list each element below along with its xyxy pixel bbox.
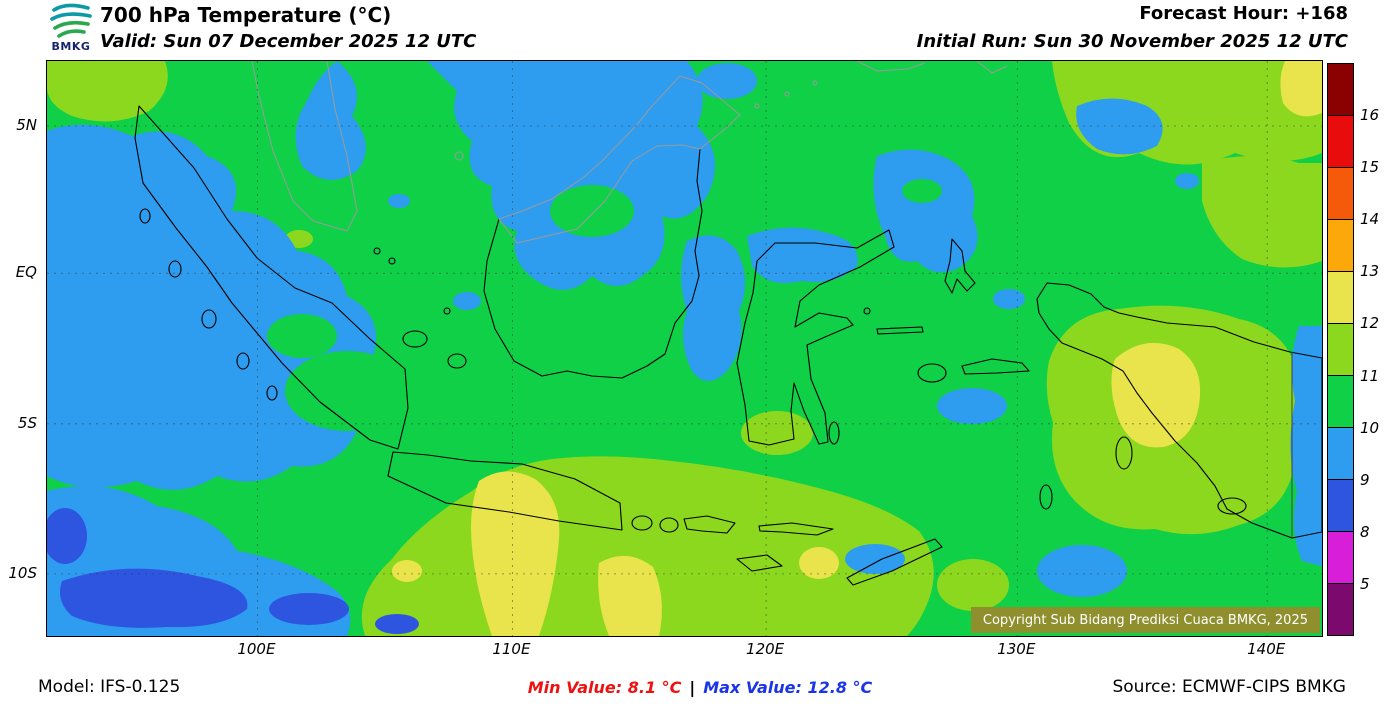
- colorbar-tick-label: 10: [1360, 418, 1380, 437]
- lon-tick-label: 130E: [997, 640, 1036, 658]
- colorbar-segment: [1328, 427, 1353, 479]
- minmax-separator: |: [689, 678, 696, 697]
- lon-axis: 100E 110E 120E 130E 140E: [46, 640, 1323, 660]
- coastlines-indonesia: [134, 105, 1322, 586]
- minmax-line: Min Value: 8.1 °C | Max Value: 12.8 °C: [528, 678, 873, 697]
- colorbar-segment: [1328, 271, 1353, 323]
- colorbar-segment: [1328, 167, 1353, 219]
- coastlines-foreign: [251, 61, 1008, 244]
- colorbar-labels: 16 15 14 13 12 11 10 9 8 5: [1360, 63, 1396, 636]
- colorbar: [1327, 63, 1354, 636]
- bmkg-logo-text: BMKG: [51, 40, 91, 53]
- colorbar-tick-label: 9: [1360, 470, 1370, 489]
- temp-fill-green-accents: [162, 96, 942, 431]
- gridlines: [47, 61, 1322, 636]
- colorbar-segment: [1328, 323, 1353, 375]
- colorbar-segment: [1328, 219, 1353, 271]
- initial-run: Initial Run: Sun 30 November 2025 12 UTC: [916, 31, 1348, 52]
- lon-tick-label: 120E: [746, 640, 785, 658]
- temp-fill-8-9: [47, 508, 419, 634]
- max-value-text: Max Value: 12.8 °C: [703, 678, 873, 697]
- colorbar-segment: [1328, 583, 1353, 635]
- lon-tick-label: 110E: [492, 640, 531, 658]
- colorbar-segment: [1328, 115, 1353, 167]
- lat-tick-label: 5S: [17, 413, 37, 432]
- lat-tick-label: EQ: [15, 263, 37, 282]
- colorbar-tick-label: 14: [1360, 210, 1380, 229]
- bmkg-logo-icon: [50, 3, 92, 38]
- copyright-badge: Copyright Sub Bidang Prediksi Cuaca BMKG…: [970, 607, 1320, 633]
- colorbar-tick-label: 13: [1360, 262, 1380, 281]
- colorbar-tick-label: 5: [1360, 574, 1370, 593]
- lon-tick-label: 100E: [237, 640, 276, 658]
- colorbar-tick-label: 12: [1360, 314, 1380, 333]
- colorbar-tick-label: 8: [1360, 522, 1370, 541]
- map-svg: [47, 61, 1322, 636]
- valid-time: Valid: Sun 07 December 2025 12 UTC: [100, 31, 477, 52]
- forecast-hour: Forecast Hour: +168: [1139, 3, 1348, 24]
- colorbar-segment: [1328, 64, 1353, 115]
- colorbar-tick-label: 11: [1360, 366, 1380, 385]
- model-label: Model: IFS-0.125: [38, 677, 181, 697]
- lat-axis: 5N EQ 5S 10S: [0, 60, 42, 637]
- page-title: 700 hPa Temperature (°C): [100, 3, 392, 27]
- min-value-text: Min Value: 8.1 °C: [527, 678, 682, 697]
- lat-tick-label: 5N: [16, 115, 37, 134]
- temp-fill-12-13: [392, 61, 1322, 636]
- lat-tick-label: 10S: [8, 563, 37, 582]
- colorbar-tick-label: 15: [1360, 158, 1380, 177]
- colorbar-segment: [1328, 375, 1353, 427]
- colorbar-segment: [1328, 531, 1353, 583]
- map-panel: Copyright Sub Bidang Prediksi Cuaca BMKG…: [46, 60, 1323, 637]
- colorbar-tick-label: 16: [1360, 106, 1380, 125]
- lon-tick-label: 140E: [1247, 640, 1286, 658]
- colorbar-segment: [1328, 479, 1353, 531]
- source-label: Source: ECMWF-CIPS BMKG: [1112, 677, 1346, 697]
- bmkg-logo: BMKG: [44, 1, 98, 53]
